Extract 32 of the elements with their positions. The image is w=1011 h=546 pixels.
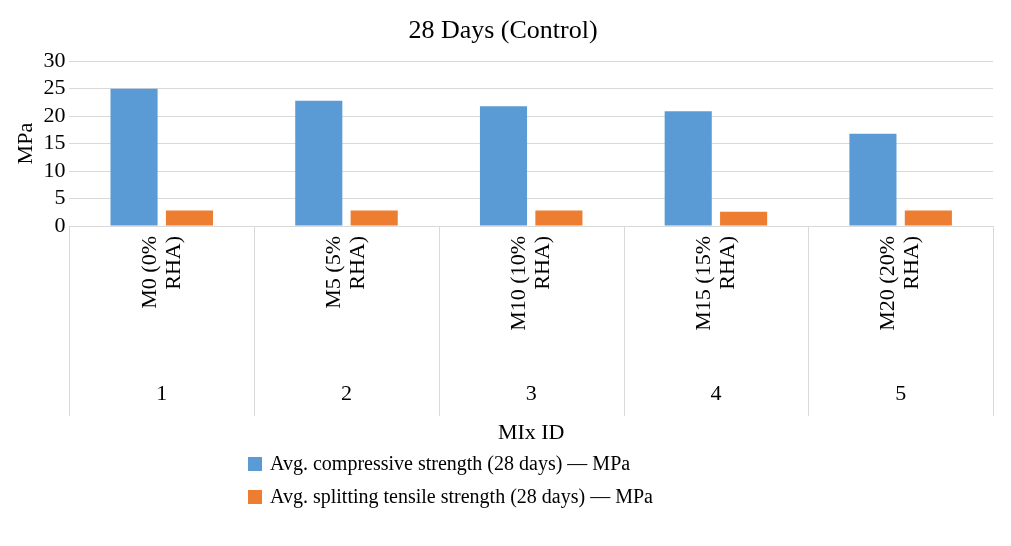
legend-label: Avg. splitting tensile strength (28 days) — MPa	[270, 485, 653, 508]
bar	[664, 111, 712, 226]
y-tick-label: 0	[54, 211, 66, 237]
x-tick-label: M10 (10% RHA)	[504, 236, 554, 331]
x-tick-label: M15 (15% RHA)	[689, 236, 739, 331]
y-tick-label: 10	[43, 156, 66, 182]
bar	[110, 88, 158, 226]
bar	[479, 106, 528, 226]
x-tick-label: M0 (0% RHA)	[135, 236, 185, 309]
x-tick-label: M20 (20% RHA)	[874, 236, 924, 331]
y-axis-title: MPa	[11, 122, 37, 165]
text: 5	[895, 379, 907, 405]
bar	[904, 210, 952, 226]
bar	[849, 133, 897, 226]
bar	[350, 210, 398, 226]
y-tick-label: 5	[54, 184, 66, 210]
text: 3	[525, 379, 537, 405]
x-axis-title: MIx ID	[497, 418, 565, 444]
text: 2	[340, 379, 352, 405]
bar	[165, 210, 214, 226]
text: 4	[710, 379, 722, 405]
y-tick-label: 30	[43, 46, 66, 72]
legend-label: Avg. compressive strength (28 days) — MPa	[270, 452, 631, 475]
y-tick-label: 20	[43, 101, 66, 127]
y-tick-label: 25	[43, 74, 66, 100]
bar	[295, 100, 343, 226]
y-tick-label: 15	[43, 129, 66, 155]
chart-title: 28 Days (Control)	[408, 15, 598, 45]
text: 1	[156, 379, 168, 405]
x-tick-label: M5 (5% RHA)	[320, 236, 370, 309]
bar	[535, 210, 583, 226]
bar	[720, 211, 768, 226]
